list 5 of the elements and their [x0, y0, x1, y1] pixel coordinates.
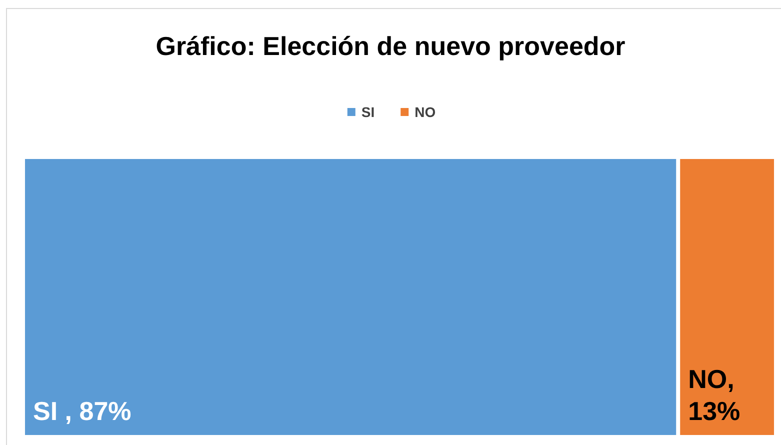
- data-label: SI , 87%: [33, 396, 132, 426]
- legend-label: NO: [414, 104, 436, 120]
- legend-label: SI: [361, 104, 375, 120]
- chart-title: Gráfico: Elección de nuevo proveedor: [156, 31, 626, 61]
- data-label: NO, 13%: [688, 364, 742, 426]
